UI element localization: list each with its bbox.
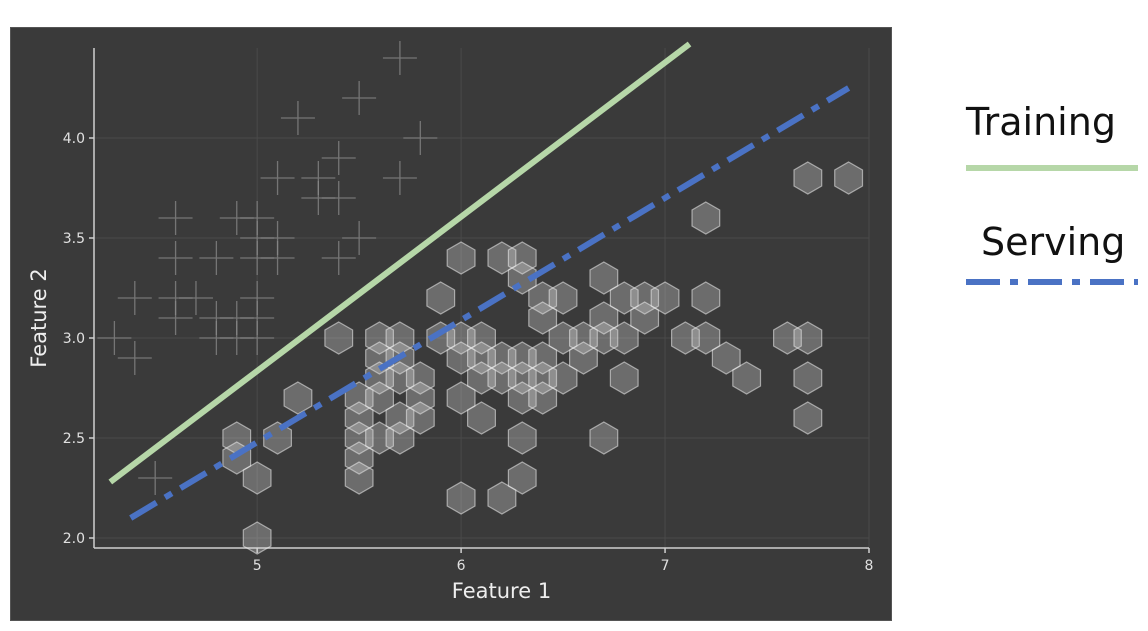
plus-point [158, 201, 193, 235]
hexagon-point [365, 381, 394, 415]
hexagon-point [283, 381, 313, 415]
hexagon-point [650, 281, 680, 315]
x-axis-label: Feature 1 [452, 579, 551, 603]
scatter-plot: 5 6 7 8 2.0 2.5 3.0 3.5 4.0 Feature 1 Feature 2 [27, 41, 874, 603]
plus-point [240, 321, 275, 355]
y-tick-label: 2.0 [63, 531, 85, 547]
hexagon-point [467, 401, 496, 435]
hexagon-point [405, 401, 435, 435]
hexagon-point [263, 421, 292, 455]
hexagon-point [385, 421, 415, 455]
series-line-serving [129, 85, 851, 521]
plus-point [342, 81, 377, 115]
hexagon-point [732, 361, 762, 395]
chart-panel: 5 6 7 8 2.0 2.5 3.0 3.5 4.0 Feature 1 Feature 2 [10, 27, 892, 621]
plus-point [117, 281, 152, 315]
plus-point [382, 41, 417, 75]
y-tick-label: 3.0 [63, 331, 85, 347]
legend-serving-label: Serving [981, 220, 1126, 264]
hexagon-point [834, 161, 864, 195]
hexagon-point [691, 281, 721, 315]
x-tick-label: 5 [253, 558, 262, 574]
legend-serving-line [966, 279, 1138, 285]
x-tick-label: 7 [661, 558, 670, 574]
hexagon-point [589, 421, 619, 455]
hexagon-point [630, 301, 660, 335]
hexagon-point [793, 321, 823, 355]
x-tick-label: 6 [457, 558, 466, 574]
y-tick-label: 3.5 [63, 231, 85, 247]
hexagon-point [446, 381, 476, 415]
plus-point [117, 341, 152, 375]
plus-point [403, 121, 438, 155]
hexagon-point [793, 361, 823, 395]
hexagon-point [344, 461, 374, 495]
hexagon-point [568, 341, 598, 375]
legend-training-label: Training [966, 100, 1116, 144]
series-line-training [108, 41, 692, 485]
hexagon-point [242, 521, 272, 555]
hexagon-point [793, 161, 823, 195]
hexagon-point [324, 321, 354, 355]
y-axis-label: Feature 2 [27, 268, 51, 367]
plus-point [97, 321, 132, 355]
plus-point [382, 161, 417, 195]
hexagon-point [609, 321, 639, 355]
plus-point [178, 281, 213, 315]
hexagon-point [242, 461, 272, 495]
plus-point [321, 241, 356, 275]
hexagon-point [528, 381, 558, 415]
hexagon-point [691, 321, 721, 355]
hexagon-point [507, 461, 537, 495]
plus-point [280, 101, 315, 135]
plus-point [342, 221, 377, 255]
hexagon-point [548, 281, 578, 315]
plus-point [321, 141, 356, 175]
plus-point [138, 461, 173, 495]
plus-point [260, 241, 295, 275]
legend-training-line [966, 165, 1138, 171]
hexagon-point [609, 361, 639, 395]
hexagon-point [548, 361, 578, 395]
hexagon-point [691, 201, 721, 235]
y-tick-label: 2.5 [63, 431, 85, 447]
x-tick-label: 8 [865, 558, 874, 574]
plus-point [158, 301, 193, 335]
plus-point [321, 181, 356, 215]
plus-point [260, 161, 295, 195]
hexagon-point [528, 301, 558, 335]
plus-point [158, 241, 193, 275]
hexagon-point [446, 241, 476, 275]
hexagon-point [426, 281, 456, 315]
hexagon-point [446, 481, 476, 515]
hexagon-point [589, 261, 619, 295]
plus-point [199, 241, 234, 275]
hexagon-point [507, 421, 537, 455]
y-tick-label: 4.0 [63, 131, 85, 147]
hexagon-point [487, 481, 517, 515]
hexagon-point [711, 341, 741, 375]
hexagon-point [793, 401, 823, 435]
